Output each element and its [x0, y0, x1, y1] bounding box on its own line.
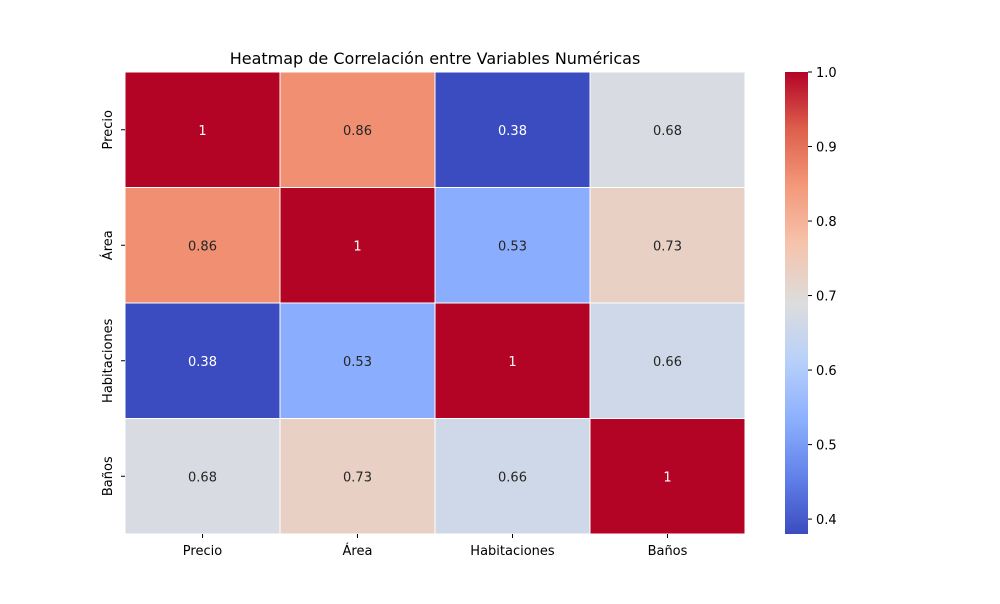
- colorbar-tick-label: 0.9: [816, 141, 837, 156]
- heatmap-cell-banos-habitaciones: [434, 418, 591, 535]
- colorbar-tick-label: 0.5: [816, 439, 837, 454]
- heatmap-cell-precio-habitaciones: [434, 71, 591, 188]
- cell-value-label: 0.53: [343, 355, 372, 370]
- cell-value-label: 0.66: [653, 355, 682, 370]
- heatmap-cell-area-area: [279, 187, 436, 304]
- x-tick-label-area: Área: [343, 543, 373, 559]
- colorbar-gradient: [785, 72, 808, 534]
- cell-value-label: 0.86: [343, 124, 372, 139]
- heatmap-cell-banos-precio: [124, 418, 281, 535]
- cell-value-label: 0.53: [498, 239, 527, 254]
- colorbar-tick-label: 1.0: [816, 66, 837, 81]
- colorbar: 0.4 0.5 0.6 0.7 0.8 0.9 1.0: [785, 66, 837, 534]
- y-tick-label-habitaciones: Habitaciones: [101, 318, 116, 403]
- heatmap-cell-area-precio: [124, 187, 281, 304]
- cell-value-label: 1: [198, 124, 206, 139]
- cell-value-label: 0.68: [188, 470, 217, 485]
- heatmap-cell-area-banos: [589, 187, 746, 304]
- heatmap-cell-habitaciones-area: [279, 302, 436, 419]
- colorbar-tick-label: 0.4: [816, 513, 837, 528]
- cell-value-label: 0.73: [653, 239, 682, 254]
- cell-value-label: 1: [663, 470, 671, 485]
- heatmap-cell-precio-area: [279, 71, 436, 188]
- cell-value-label: 0.68: [653, 124, 682, 139]
- colorbar-tick-label: 0.8: [816, 215, 837, 230]
- y-tick-label-precio: Precio: [101, 110, 116, 149]
- y-axis-ticks: Precio Área Habitaciones Baños: [100, 110, 125, 496]
- cell-value-label: 0.73: [343, 470, 372, 485]
- cell-value-label: 1: [508, 355, 516, 370]
- colorbar-tick-label: 0.6: [816, 364, 837, 379]
- cell-value-label: 0.38: [498, 124, 527, 139]
- heatmap-cell-banos-banos: [589, 418, 746, 535]
- cell-value-label: 0.66: [498, 470, 527, 485]
- heatmap-cell-precio-precio: [124, 71, 281, 188]
- x-axis-ticks: Precio Área Habitaciones Baños: [183, 534, 688, 559]
- x-tick-label-habitaciones: Habitaciones: [470, 544, 555, 559]
- x-tick-label-precio: Precio: [183, 544, 222, 559]
- chart-title: Heatmap de Correlación entre Variables N…: [230, 49, 641, 68]
- cell-value-label: 0.86: [188, 239, 217, 254]
- heatmap-cell-precio-banos: [589, 71, 746, 188]
- y-tick-label-area: Área: [100, 230, 116, 260]
- y-tick-label-banos: Baños: [101, 456, 116, 496]
- x-tick-label-banos: Baños: [648, 544, 688, 559]
- cell-value-label: 1: [353, 239, 361, 254]
- cell-value-label: 0.38: [188, 355, 217, 370]
- heatmap-cell-habitaciones-banos: [589, 302, 746, 419]
- colorbar-tick-label: 0.7: [816, 290, 837, 305]
- heatmap-cell-banos-area: [279, 418, 436, 535]
- heatmap-cells: 1 0.86 0.38 0.68 0.86 1 0.53 0.73 0.38 0.53 1 0.66 0…: [124, 71, 746, 535]
